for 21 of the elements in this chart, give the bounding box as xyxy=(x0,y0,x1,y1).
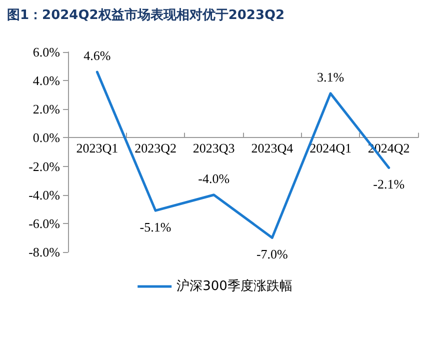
x-tick-label: 2023Q4 xyxy=(251,140,294,156)
chart-title: 图1：2024Q2权益市场表现相对优于2023Q2 xyxy=(7,7,285,23)
y-tick-label: -4.0% xyxy=(28,187,60,202)
data-label: -5.1% xyxy=(140,220,172,235)
data-label: -7.0% xyxy=(256,246,288,262)
x-tick-label: 2023Q3 xyxy=(192,140,235,156)
y-tick-label: -2.0% xyxy=(28,158,60,174)
y-tick-label: 0.0% xyxy=(32,130,60,146)
y-tick-label: 6.0% xyxy=(32,44,60,60)
legend-label: 沪深300季度涨跌幅 xyxy=(176,278,292,294)
data-label: 3.1% xyxy=(316,69,344,84)
data-label: -4.0% xyxy=(198,170,230,186)
y-tick-label: 2.0% xyxy=(32,102,60,117)
y-tick-label: -8.0% xyxy=(28,244,60,260)
y-tick-label: -6.0% xyxy=(28,216,60,231)
x-tick-label: 2024Q1 xyxy=(310,140,352,156)
data-label: 4.6% xyxy=(84,48,111,63)
data-label: -2.1% xyxy=(373,176,405,192)
y-tick-label: 4.0% xyxy=(32,73,60,88)
x-tick-label: 2023Q2 xyxy=(134,140,176,156)
x-tick-label: 2023Q1 xyxy=(76,140,118,156)
